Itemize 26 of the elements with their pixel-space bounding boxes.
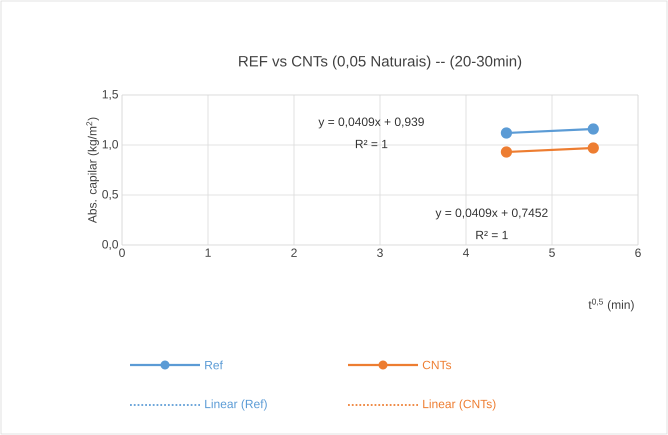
text: CNTs <box>422 360 452 370</box>
annotation: R² = 1 <box>356 140 388 148</box>
text: Ref <box>205 360 223 370</box>
y-axis-title: Abs. capilar (kg/m$^{2}$) <box>86 118 99 224</box>
x-tick-label: 6 <box>635 248 641 258</box>
x-axis-title: t$^{0,5}$ (min) <box>588 298 634 312</box>
point <box>500 146 512 158</box>
y-tick-label: 0,0 <box>102 240 118 250</box>
point <box>588 142 599 154</box>
annotation: R² = 1 <box>476 230 508 240</box>
legend-label: Linear (CNTs) <box>423 399 496 411</box>
chart-title: REF vs CNTs (0,05 Naturais) -- (20-30min) <box>239 56 522 70</box>
x-tick-label: 4 <box>462 248 469 257</box>
y-tick-label: 1,5 <box>102 90 118 100</box>
annotation: y = 0,0409x + 0,7452 <box>435 208 548 220</box>
x-tick-label: 1 <box>206 248 211 257</box>
x-tick-label: 5 <box>549 248 555 257</box>
y-tick-label: 1,0 <box>102 140 118 150</box>
x-tick-label: 0 <box>119 248 125 258</box>
x-tick-label: 2 <box>291 248 297 257</box>
x-tick-label: 3 <box>377 248 383 258</box>
y-tick-label: 0,5 <box>102 190 118 200</box>
legend-label: Linear (Ref) <box>205 399 267 411</box>
annotation: y = 0,0409x + 0,939 <box>318 118 424 128</box>
point <box>500 127 512 139</box>
point <box>588 123 599 135</box>
